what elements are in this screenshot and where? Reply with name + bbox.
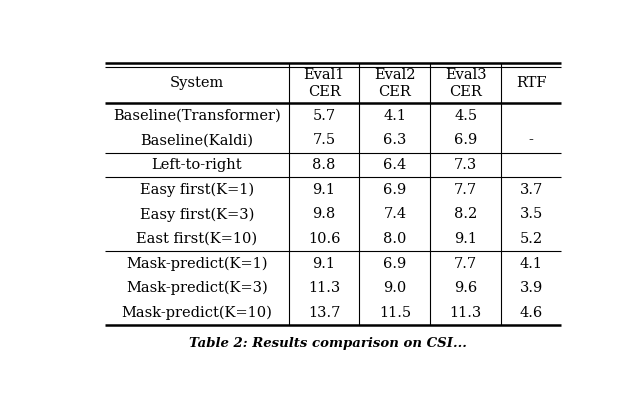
Text: 7.7: 7.7	[454, 257, 477, 271]
Text: 6.9: 6.9	[383, 257, 406, 271]
Text: Table 2: Results comparison on CSI...: Table 2: Results comparison on CSI...	[189, 337, 467, 350]
Text: Baseline(Kaldi): Baseline(Kaldi)	[140, 134, 253, 148]
Text: 7.7: 7.7	[454, 183, 477, 197]
Text: 7.3: 7.3	[454, 158, 477, 172]
Text: 4.1: 4.1	[520, 257, 543, 271]
Text: 6.3: 6.3	[383, 134, 406, 148]
Text: 8.0: 8.0	[383, 232, 406, 246]
Text: Left-to-right: Left-to-right	[152, 158, 242, 172]
Text: 11.5: 11.5	[379, 306, 411, 320]
Text: 9.1: 9.1	[312, 183, 335, 197]
Text: 11.3: 11.3	[449, 306, 482, 320]
Text: Easy first(K=1): Easy first(K=1)	[140, 182, 254, 197]
Text: 13.7: 13.7	[308, 306, 340, 320]
Text: Eval1
CER: Eval1 CER	[303, 68, 345, 98]
Text: 7.5: 7.5	[312, 134, 335, 148]
Text: 3.9: 3.9	[520, 281, 543, 295]
Text: 6.4: 6.4	[383, 158, 406, 172]
Text: 4.6: 4.6	[520, 306, 543, 320]
Text: 8.2: 8.2	[454, 207, 477, 221]
Text: Eval3
CER: Eval3 CER	[445, 68, 486, 98]
Text: 3.7: 3.7	[520, 183, 543, 197]
Text: East first(K=10): East first(K=10)	[136, 232, 257, 246]
Text: Mask-predict(K=1): Mask-predict(K=1)	[126, 256, 268, 271]
Text: Mask-predict(K=10): Mask-predict(K=10)	[122, 306, 272, 320]
Text: Baseline(Transformer): Baseline(Transformer)	[113, 109, 281, 123]
Text: System: System	[170, 76, 224, 90]
Text: RTF: RTF	[516, 76, 547, 90]
Text: 9.6: 9.6	[454, 281, 477, 295]
Text: 4.5: 4.5	[454, 109, 477, 123]
Text: 7.4: 7.4	[383, 207, 406, 221]
Text: 8.8: 8.8	[312, 158, 336, 172]
Text: 5.2: 5.2	[520, 232, 543, 246]
Text: 6.9: 6.9	[454, 134, 477, 148]
Text: Easy first(K=3): Easy first(K=3)	[140, 207, 254, 222]
Text: 9.0: 9.0	[383, 281, 406, 295]
Text: 11.3: 11.3	[308, 281, 340, 295]
Text: 5.7: 5.7	[312, 109, 335, 123]
Text: -: -	[529, 134, 534, 148]
Text: 9.8: 9.8	[312, 207, 336, 221]
Text: Eval2
CER: Eval2 CER	[374, 68, 415, 98]
Text: Mask-predict(K=3): Mask-predict(K=3)	[126, 281, 268, 296]
Text: 9.1: 9.1	[454, 232, 477, 246]
Text: 10.6: 10.6	[308, 232, 340, 246]
Text: 4.1: 4.1	[383, 109, 406, 123]
Text: 3.5: 3.5	[520, 207, 543, 221]
Text: 9.1: 9.1	[312, 257, 335, 271]
Text: 6.9: 6.9	[383, 183, 406, 197]
